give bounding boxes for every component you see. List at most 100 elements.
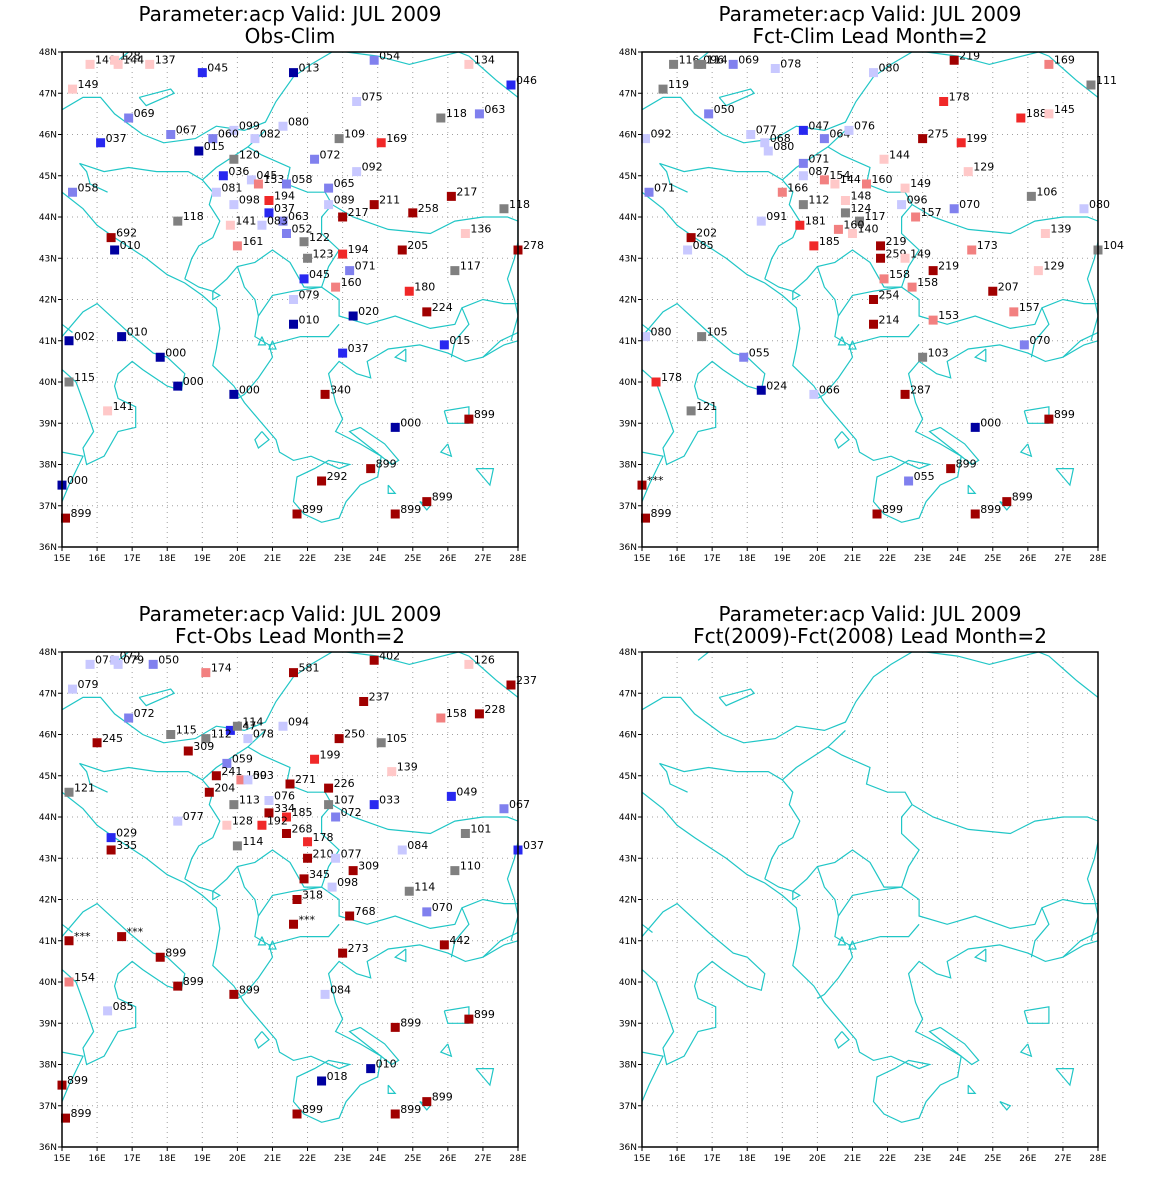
station-marker [145,59,155,69]
basemap [62,652,518,1123]
y-tick-label: 45N [619,172,637,182]
station-marker [243,734,253,744]
station-value-label: 340 [330,383,351,396]
station-value-label: 169 [386,132,407,145]
y-tick-label: 37N [619,502,637,512]
country-border [458,652,518,698]
station-marker [728,59,738,69]
map-fct-diff: 15E 16E 17E 18E 19E 20E 21E 22E 23E 24E 25E 26E 27E 2… [619,648,1107,1164]
x-tick-label: 21E [264,1154,281,1164]
y-tick-label: 40N [619,378,637,388]
station-marker [292,1109,302,1119]
station-value-label: 174 [211,662,232,675]
station-marker [68,187,78,197]
station-value-label: 185 [819,235,840,248]
station-marker [1016,113,1026,123]
station-value-label: 268 [291,823,312,836]
station-value-label: 144 [840,173,861,186]
y-tick-label: 39N [39,1019,57,1029]
station-marker [1002,497,1012,507]
station-marker [61,1113,71,1123]
country-border [257,886,322,917]
station-value-label: 050 [158,653,179,666]
station-value-label: 224 [432,301,453,314]
station-value-label: 015 [204,140,225,153]
station-value-label: 091 [766,210,787,223]
station-marker [278,121,288,131]
country-border [837,886,902,917]
y-tick-label: 48N [619,48,637,58]
country-border [1062,340,1098,358]
station-value-label: 899 [376,458,397,471]
station-value-label: 076 [854,119,875,132]
station-marker [819,134,829,144]
station-value-label: 096 [907,194,928,207]
station-value-label: 068 [770,132,791,145]
station-marker [338,948,348,958]
y-tick-label: 45N [39,172,57,182]
station-value-label: 101 [470,823,491,836]
station-value-label: 117 [864,210,885,223]
station-value-label: 228 [484,703,505,716]
y-tick-label: 36N [39,1143,57,1153]
coastline [834,431,850,449]
station-value-label: 442 [449,934,470,947]
country-border [458,52,518,98]
coastline [387,484,397,494]
station-marker [460,229,470,238]
x-tick-label: 25E [984,554,1001,564]
y-tick-label: 43N [619,854,637,864]
station-marker [194,146,204,156]
x-tick-label: 16E [669,1154,686,1164]
station-marker [830,179,840,189]
station-value-label: 899 [400,1016,421,1029]
lake-outline [837,336,847,346]
station-value-label: 237 [369,691,390,704]
country-border [816,266,854,400]
station-marker [334,734,344,744]
station-value-label: 129 [1043,260,1064,273]
coastline [475,468,495,487]
station-value-label: 219 [959,49,980,62]
station-marker [292,509,302,519]
country-border [62,323,73,333]
station-marker [970,422,980,432]
x-tick-label: 28E [509,1154,526,1164]
station-value-label: 158 [889,268,910,281]
station-marker [369,655,379,665]
station-value-label: 109 [344,128,365,141]
station-marker [686,406,696,416]
station-value-label: 161 [242,235,263,248]
station-value-label: 149 [910,177,931,190]
station-marker [106,233,116,243]
coastline [642,302,766,466]
station-marker [103,406,113,416]
station-value-label: 899 [183,975,204,988]
station-value-label: 110 [460,860,481,873]
lake-outline [268,340,277,350]
station-marker [1026,191,1036,201]
station-marker [64,977,74,987]
station-value-label: 010 [127,326,148,339]
country-border [926,52,1039,66]
station-marker [264,208,274,218]
coastline [62,902,186,1066]
station-value-label: 071 [808,152,829,165]
lake-outline [792,890,801,901]
station-value-label: 144 [889,148,910,161]
station-value-label: 105 [707,326,728,339]
stations: 078 072 079 050 174 581 402 126 237 079 237 228 158 0… [57,649,544,1123]
station-marker [956,138,966,148]
country-border [1062,940,1098,958]
station-value-label: 124 [850,202,871,215]
y-tick-label: 39N [619,419,637,429]
station-marker [331,812,341,822]
station-marker [506,80,516,90]
y-tick-label: 44N [619,813,637,823]
station-value-label: 219 [938,260,959,273]
y-tick-label: 37N [619,1102,637,1112]
country-border [346,652,459,666]
station-value-label: 049 [456,785,477,798]
coastline [62,302,186,466]
x-tick-label: 26E [439,554,456,564]
